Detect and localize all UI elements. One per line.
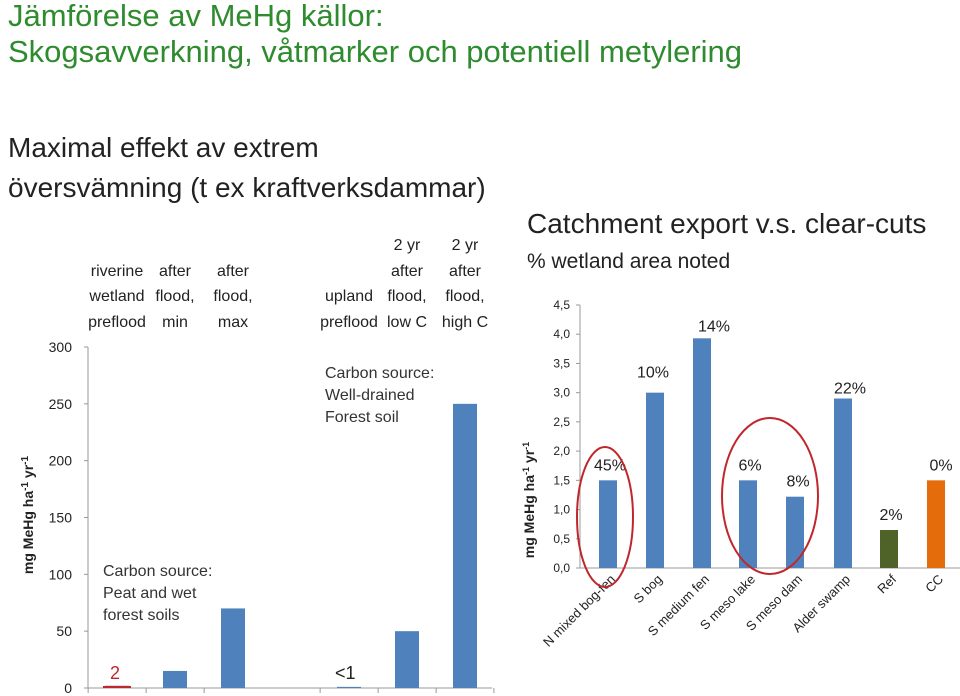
value-label-riverine: 2 [110,663,121,683]
chart2-category-label: CC [922,572,946,596]
chart2-data-label: 22% [834,381,866,398]
slide-title-line1: Jämförelse av MeHg källor: [8,0,384,33]
chart2-y-tick-label: 3,0 [553,386,570,400]
chart1-category-label: 2 yr [452,237,479,254]
note-forest-line1: Carbon source: [325,365,435,382]
chart2-bar [834,398,852,568]
chart2-category-label: Ref [874,571,899,596]
chart2-data-label: 0% [929,457,952,474]
chart1-category-label: after [449,263,482,280]
chart1-bar [395,631,419,688]
note-peat-line3: forest soils [103,607,180,624]
chart2-y-tick-label: 0,5 [553,532,570,546]
chart2-highlight-circle [576,446,634,588]
chart1-y-tick-label: 0 [64,680,72,696]
chart2-y-axis-label: mg MeHg ha-1 yr-1 [521,442,537,558]
chart1-category-label: min [162,314,188,331]
chart1-y-axis-label: mg MeHg ha-1 yr-1 [20,455,36,574]
chart2-data-label: 14% [698,318,730,335]
chart2-bar [693,338,711,568]
chart2-category-label: N mixed bog-fen [540,572,618,650]
note-peat-line2: Peat and wet [103,585,197,602]
chart2-data-label: 6% [738,457,761,474]
slide-title: Jämförelse av MeHg källor: Skogsavverkni… [8,0,742,70]
note-forest-line3: Forest soil [325,409,399,426]
chart1-y-tick-label: 200 [49,453,73,469]
chart1-y-tick-label: 300 [49,339,73,355]
chart1-category-label: upland [325,288,373,305]
note-peat-line1: Carbon source: [103,563,213,580]
chart2-data-label: 45% [594,457,626,474]
chart1-y-tick-label: 250 [49,396,73,412]
slide-subtitle-line2: översvämning (t ex kraftverksdammar) [8,172,486,203]
chart2-y-tick-label: 1,0 [553,503,570,517]
chart1-category-label: max [218,314,248,331]
chart1-category-label: after [159,263,192,280]
chart2-y-tick-label: 0,0 [553,561,570,575]
chart2-data-label: 2% [879,507,902,524]
chart1-bar [221,608,245,688]
slide-subtitle: Maximal effekt av extrem översvämning (t… [8,128,486,208]
chart1-category-label: riverine [91,263,144,280]
chart1-category-label: flood, [213,288,252,305]
chart1-category-label: low C [387,314,427,331]
slide-title-line2: Skogsavverkning, våtmarker och potentiel… [8,34,743,69]
chart1-category-label: wetland [88,288,144,305]
chart1-bar [337,686,361,688]
chart2-bar [786,496,804,568]
chart2-bar [880,530,898,568]
note-forest-line2: Well-drained [325,387,415,404]
chart1-category-label: flood, [387,288,426,305]
chart2-subtitle: % wetland area noted [527,250,731,273]
chart2-data-label: 8% [786,474,809,491]
chart2-category-label: S bog [630,572,665,607]
chart1-y-tick-label: 100 [49,566,73,582]
chart1-category-label: 2 yr [394,237,421,254]
chart2-bar [927,480,945,568]
chart1-category-label: high C [442,314,488,331]
chart2-y-tick-label: 4,5 [553,298,570,312]
chart1-category-label: preflood [88,314,146,331]
chart2-y-tick-label: 3,5 [553,356,570,370]
chart2-y-tick-label: 4,0 [553,327,570,341]
chart1-category-label: preflood [320,314,378,331]
chart2-bar [646,392,664,568]
chart1-y-tick-label: 50 [56,623,72,639]
chart2-highlight-circle [721,417,819,575]
chart1-category-label: after [217,263,250,280]
chart2-title: Catchment export v.s. clear-cuts [527,208,927,239]
chart2-y-tick-label: 2,5 [553,415,570,429]
chart2-data-label: 10% [637,365,669,382]
slide-subtitle-line1: Maximal effekt av extrem [8,132,319,163]
chart1-category-label: after [391,263,424,280]
chart1-category-label: flood, [155,288,194,305]
chart1-bar [453,403,477,688]
chart1-category-label: flood, [445,288,484,305]
note-forest: Carbon source: Well-drained Forest soil [325,363,434,429]
chart2-y-tick-label: 2,0 [553,444,570,458]
chart2-bar [599,480,617,568]
chart2-y-tick-label: 1,5 [553,473,570,487]
chart1-bar [163,670,187,688]
value-label-upland: <1 [335,663,356,683]
note-peat: Carbon source: Peat and wet forest soils [103,561,212,627]
chart1-y-tick-label: 150 [49,510,73,526]
chart2-bar [739,480,757,568]
